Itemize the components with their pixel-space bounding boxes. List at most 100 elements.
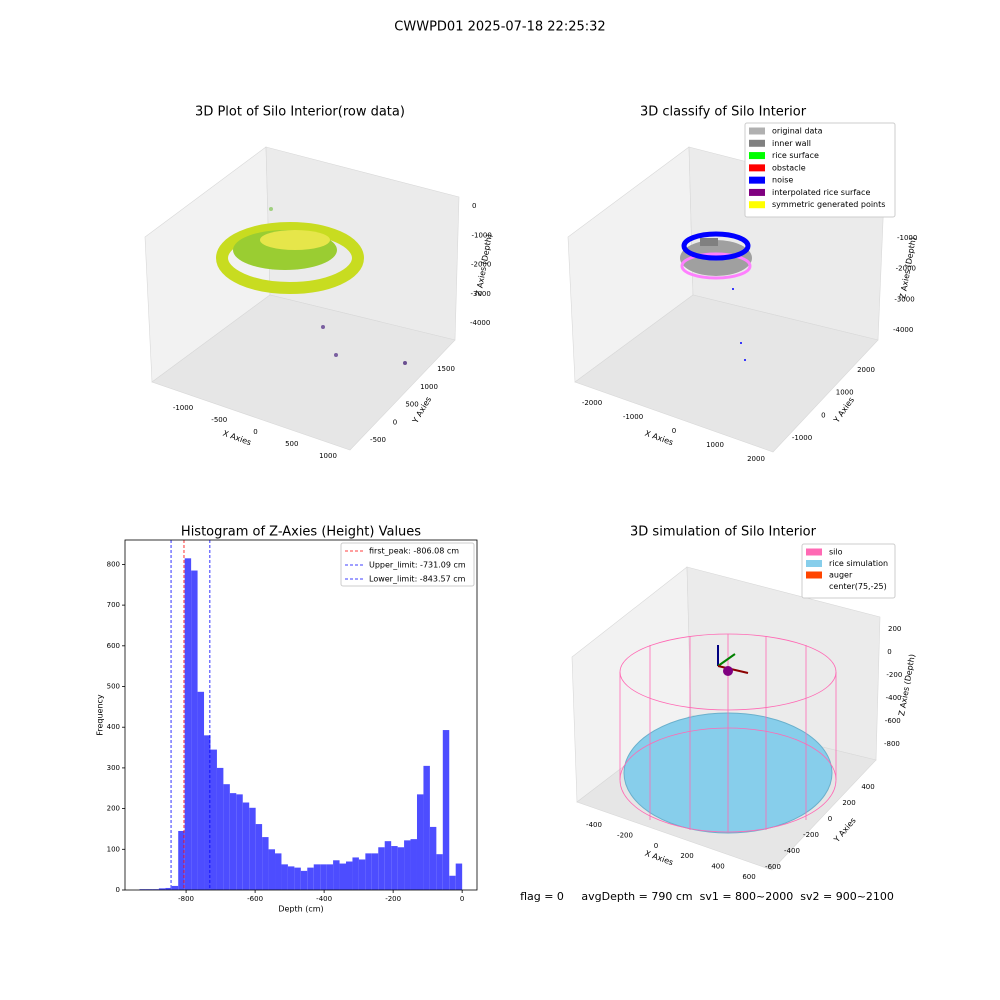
bar — [307, 867, 314, 890]
bar — [165, 887, 172, 890]
x-tick-label: -1000 — [173, 404, 193, 412]
x-tick-label: 0 — [460, 895, 464, 903]
y-tick-label: -200 — [803, 831, 819, 839]
bar — [371, 853, 379, 890]
bar — [262, 837, 269, 890]
legend-label: first_peak: -806.08 cm — [369, 547, 459, 556]
bar — [152, 889, 159, 890]
x-tick-label: 1000 — [319, 452, 337, 460]
x-axis-label: X Axies — [222, 429, 253, 448]
x-tick-label: 0 — [672, 427, 676, 435]
x-tick-label: -500 — [211, 416, 227, 424]
subplot-title: 3D classify of Silo Interior — [640, 105, 807, 120]
bar — [268, 849, 276, 890]
bar — [358, 859, 366, 890]
y-tick-label: 500 — [107, 683, 120, 691]
z-tick-label: 0 — [887, 648, 891, 656]
z-tick-label: -200 — [886, 671, 902, 679]
x-tick-label: 200 — [680, 852, 693, 860]
bar — [223, 784, 230, 890]
legend-box — [801, 543, 896, 599]
z-tick-label: 0 — [472, 202, 476, 210]
legend-label: auger — [829, 571, 853, 580]
legend-label: obstacle — [772, 163, 806, 172]
bar — [158, 888, 166, 890]
plot-frame — [124, 539, 478, 891]
x-axis-label: Depth (cm) — [278, 905, 323, 914]
bar — [178, 830, 185, 890]
z-axis-label: Z Axies (Depth) — [897, 653, 917, 716]
bar — [229, 793, 237, 890]
y-tick-label: 400 — [861, 783, 874, 791]
subplot-title: 3D simulation of Silo Interior — [630, 525, 817, 540]
y-tick-label: 700 — [107, 601, 120, 609]
y-tick-label: -400 — [784, 847, 800, 855]
y-axis-label: Y Axies — [831, 396, 856, 426]
bar — [255, 824, 263, 890]
bar — [197, 691, 205, 890]
y-tick-label: 1000 — [420, 383, 438, 391]
y-tick-label: 800 — [107, 560, 120, 568]
z-tick-label: -2000 — [471, 261, 491, 269]
z-tick-label: -3000 — [894, 295, 914, 303]
x-tick-label: 500 — [285, 440, 298, 448]
y-tick-label: 0 — [393, 418, 397, 426]
bar — [429, 826, 437, 890]
legend-swatch — [749, 188, 765, 196]
y-tick-label: 200 — [107, 805, 120, 813]
legend-swatch — [806, 571, 822, 579]
legend-label: inner wall — [772, 139, 811, 148]
legend-box — [340, 542, 475, 587]
bar — [365, 853, 372, 890]
legend-swatch — [749, 127, 765, 135]
legend-label: original data — [772, 127, 823, 136]
bar — [281, 864, 288, 890]
y-tick-label: 0 — [821, 411, 825, 419]
legend-swatch — [806, 548, 822, 556]
bar — [352, 857, 359, 890]
y-tick-label: 200 — [842, 799, 855, 807]
x-tick-label: -600 — [247, 895, 263, 903]
bar — [410, 839, 417, 890]
bar — [378, 847, 385, 890]
legend-swatch — [749, 152, 765, 160]
z-tick-label: -1000 — [472, 231, 492, 239]
footer: flag = 0 avgDepth = 790 cm sv1 = 800~200… — [520, 890, 894, 903]
x-tick-label: 0 — [253, 428, 257, 436]
x-tick-label: -200 — [385, 895, 401, 903]
bar — [339, 863, 347, 890]
x-tick-label: 0 — [654, 842, 658, 850]
bar — [384, 841, 392, 890]
legend-label: Lower_limit: -843.57 cm — [369, 575, 466, 584]
y-tick-label: 0 — [116, 886, 120, 894]
bar — [455, 863, 463, 890]
bar — [346, 861, 353, 890]
bar — [242, 802, 250, 890]
x-tick-label: -1000 — [623, 413, 643, 421]
x-tick-label: -200 — [617, 831, 633, 839]
bar — [442, 730, 450, 890]
legend-swatch — [806, 560, 822, 567]
bar — [184, 558, 192, 890]
z-tick-label: -4000 — [893, 326, 913, 334]
y-tick-label: -600 — [765, 863, 781, 871]
bar — [326, 864, 334, 890]
legend-swatch — [749, 201, 765, 209]
x-tick-label: -2000 — [582, 399, 602, 407]
z-tick-label: -600 — [885, 717, 901, 725]
y-axis-label: Frequency — [96, 694, 105, 736]
legend-label: rice simulation — [829, 559, 888, 568]
silo-model — [619, 633, 837, 834]
legend-label: interpolated rice surface — [772, 188, 870, 197]
bar — [300, 870, 308, 890]
legend-swatch — [749, 139, 765, 147]
legend-label: noise — [772, 176, 793, 185]
legend-swatch — [806, 583, 822, 590]
x-tick-label: -400 — [586, 821, 602, 829]
bar — [313, 864, 321, 890]
z-tick-label: 200 — [888, 625, 901, 633]
bar — [204, 735, 211, 890]
x-axis-label: X Axies — [644, 849, 675, 868]
bar — [287, 866, 295, 890]
